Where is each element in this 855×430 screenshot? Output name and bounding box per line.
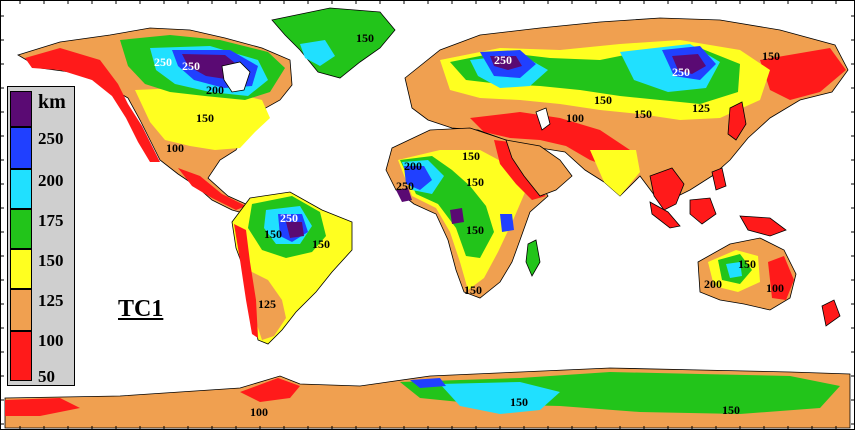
legend-swatch-250 bbox=[10, 91, 32, 127]
contour-label: 200 bbox=[404, 159, 422, 173]
eurasia bbox=[404, 17, 849, 201]
greenland-base bbox=[271, 7, 396, 79]
legend-unit-label: km bbox=[38, 91, 66, 113]
contour-label: 150 bbox=[722, 403, 740, 417]
contour-label: 250 bbox=[672, 65, 690, 79]
mexico-red bbox=[178, 168, 246, 210]
contour-label: 250 bbox=[280, 211, 298, 225]
south-america bbox=[231, 191, 353, 345]
contour-label: 150 bbox=[464, 283, 482, 297]
contour-label: 150 bbox=[510, 395, 528, 409]
antarctica-west-red bbox=[5, 398, 80, 416]
colorbar-legend: km 250 200 175 150 125 100 50 bbox=[7, 86, 75, 386]
contour-label: 150 bbox=[738, 257, 756, 271]
india-yellow bbox=[590, 150, 640, 196]
borneo bbox=[689, 197, 717, 225]
contour-label: 150 bbox=[466, 223, 484, 237]
australia-east-red bbox=[768, 256, 794, 300]
australia bbox=[697, 237, 841, 327]
contour-label: 200 bbox=[206, 83, 224, 97]
siberia-east-red bbox=[760, 48, 846, 100]
contour-label: 250 bbox=[154, 55, 172, 69]
legend-tick-label: 100 bbox=[38, 331, 64, 350]
antarctica-cyan bbox=[440, 382, 560, 414]
africa bbox=[385, 127, 549, 299]
sa-west-red bbox=[234, 224, 258, 338]
siberia-purple bbox=[672, 54, 706, 74]
australia-cyan bbox=[726, 262, 742, 278]
legend-tick-label: 175 bbox=[38, 211, 64, 230]
africa-west-blue bbox=[404, 166, 432, 190]
eurasia-south-red bbox=[470, 112, 630, 168]
contour-label: 100 bbox=[250, 405, 268, 419]
contour-label: 100 bbox=[566, 111, 584, 125]
arabia bbox=[505, 139, 573, 197]
sa-orange bbox=[248, 270, 286, 340]
contour-label: 125 bbox=[258, 297, 276, 311]
contour-label: 150 bbox=[634, 107, 652, 121]
legend-swatch-100 bbox=[10, 289, 32, 331]
legend-swatch-125 bbox=[10, 249, 32, 289]
north-america bbox=[17, 27, 293, 216]
hudson-bay bbox=[221, 61, 251, 93]
sumatra bbox=[649, 201, 681, 229]
contour-label: 150 bbox=[196, 111, 214, 125]
greenland-cyan bbox=[300, 40, 335, 66]
antarctica bbox=[4, 367, 851, 429]
contour-label: 100 bbox=[166, 141, 184, 155]
legend-swatch-50 bbox=[10, 331, 32, 381]
legend-tick-label: 150 bbox=[38, 251, 64, 270]
indochina bbox=[649, 167, 685, 211]
contour-labels: 250 250 200 150 100 150 250 250 150 150 … bbox=[154, 31, 784, 419]
contour-label: 150 bbox=[312, 237, 330, 251]
new-guinea bbox=[739, 215, 787, 237]
legend-swatch-200 bbox=[10, 127, 32, 169]
na-west-red bbox=[25, 48, 160, 162]
contour-label: 100 bbox=[766, 281, 784, 295]
africa-west-purple bbox=[396, 188, 412, 202]
europe-purple bbox=[490, 56, 522, 70]
contour-label: 150 bbox=[264, 227, 282, 241]
contour-label: 150 bbox=[462, 149, 480, 163]
legend-swatch-150 bbox=[10, 209, 32, 249]
contour-label: 200 bbox=[704, 277, 722, 291]
contour-label: 150 bbox=[466, 175, 484, 189]
contour-label: 250 bbox=[396, 179, 414, 193]
japan bbox=[727, 101, 747, 141]
sa-purple bbox=[286, 222, 304, 238]
madagascar bbox=[525, 239, 541, 277]
antarctica-peninsula-red bbox=[240, 378, 300, 402]
na-yellow bbox=[135, 88, 270, 150]
caspian-sea bbox=[535, 107, 551, 131]
contour-label: 125 bbox=[692, 101, 710, 115]
antarctica-blue bbox=[410, 378, 446, 388]
contour-label: 250 bbox=[494, 53, 512, 67]
philippines bbox=[711, 167, 727, 191]
africa-congo-purple bbox=[450, 208, 464, 224]
contour-label: 150 bbox=[762, 49, 780, 63]
contour-label: 150 bbox=[356, 31, 374, 45]
greenland bbox=[271, 7, 396, 79]
new-zealand bbox=[821, 299, 841, 327]
legend-tick-label: 50 bbox=[38, 367, 55, 386]
legend-swatch-175 bbox=[10, 169, 32, 209]
model-label: TC1 bbox=[118, 296, 164, 322]
contour-label: 250 bbox=[182, 59, 200, 73]
legend-tick-label: 125 bbox=[38, 291, 64, 310]
contour-label: 150 bbox=[594, 93, 612, 107]
africa-east-blue bbox=[500, 214, 514, 232]
legend-tick-label: 250 bbox=[38, 129, 64, 148]
southeast-asia bbox=[649, 101, 787, 237]
legend-tick-label: 200 bbox=[38, 171, 64, 190]
